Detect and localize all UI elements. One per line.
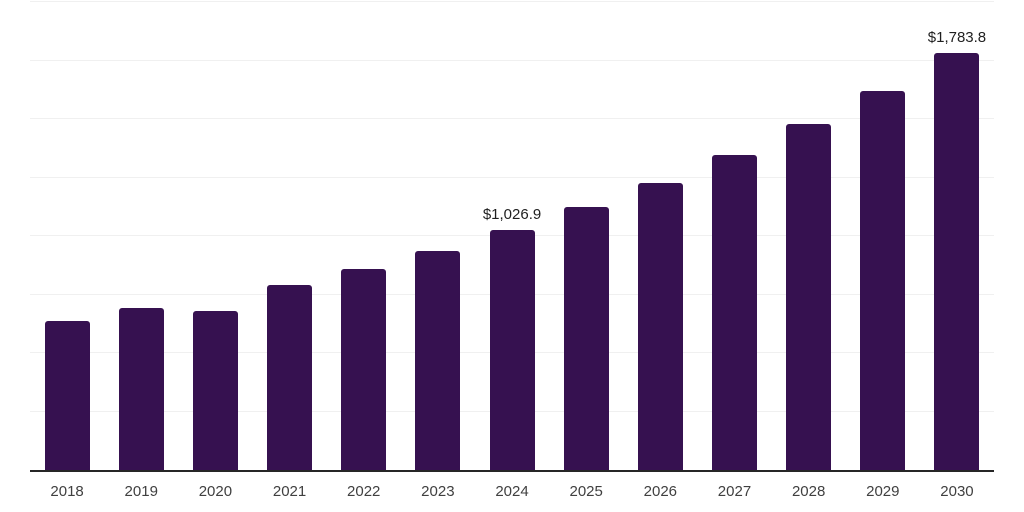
gridline-1500 <box>30 118 994 119</box>
gridline-2000 <box>30 1 994 2</box>
bar-slot-2030: $1,783.8 <box>920 2 994 470</box>
bar-slot-2024: $1,026.9 <box>475 2 549 470</box>
bar-slot-2026 <box>623 2 697 470</box>
bar-slot-2018 <box>30 2 104 470</box>
data-label-2024: $1,026.9 <box>482 205 542 223</box>
x-tick-2030: 2030 <box>940 483 974 500</box>
bar-2026 <box>637 182 683 470</box>
bar-2021 <box>267 284 313 470</box>
gridline-1250 <box>30 176 994 178</box>
x-tick-2027: 2027 <box>717 483 752 500</box>
x-tick-2020: 2020 <box>198 483 233 500</box>
bar-2018 <box>44 320 90 470</box>
x-tick-2023: 2023 <box>421 483 455 500</box>
bar-2023 <box>415 250 461 470</box>
bar-slot-2019 <box>104 2 178 470</box>
bar-2029 <box>860 90 906 470</box>
bar-slot-2021 <box>252 2 326 470</box>
x-tick-2022: 2022 <box>347 483 381 500</box>
gridline-1750 <box>30 59 994 61</box>
bar-slot-2025 <box>549 2 623 470</box>
x-tick-2026: 2026 <box>643 483 678 500</box>
bar-slot-2029 <box>846 2 920 470</box>
bar-2025 <box>563 206 609 470</box>
plot-area: $1,026.9 $1,783.8 <box>30 1 994 472</box>
bar-2022 <box>341 269 387 470</box>
bar-2027 <box>711 155 757 470</box>
x-tick-2021: 2021 <box>272 483 307 500</box>
x-tick-2028: 2028 <box>791 483 826 500</box>
bars-container: $1,026.9 $1,783.8 <box>30 2 994 470</box>
bar-2028 <box>786 124 832 470</box>
bar-slot-2022 <box>327 2 401 470</box>
bar-2019 <box>118 308 164 470</box>
bar-slot-2028 <box>772 2 846 470</box>
x-axis-labels: 2018 2019 2020 2021 2022 2023 2024 2025 2026 2027… <box>30 482 994 502</box>
x-tick-2025: 2025 <box>569 483 603 500</box>
bar-slot-2020 <box>178 2 252 470</box>
x-tick-2019: 2019 <box>124 483 158 500</box>
x-tick-2029: 2029 <box>866 483 900 500</box>
bar-slot-2027 <box>697 2 771 470</box>
x-tick-2024: 2024 <box>495 483 529 500</box>
data-label-2030: $1,783.8 <box>927 28 987 46</box>
x-tick-2018: 2018 <box>50 483 84 500</box>
bar-2030 <box>934 52 980 470</box>
bar-2024 <box>489 229 535 470</box>
bar-slot-2023 <box>401 2 475 470</box>
bar-2020 <box>192 310 238 470</box>
